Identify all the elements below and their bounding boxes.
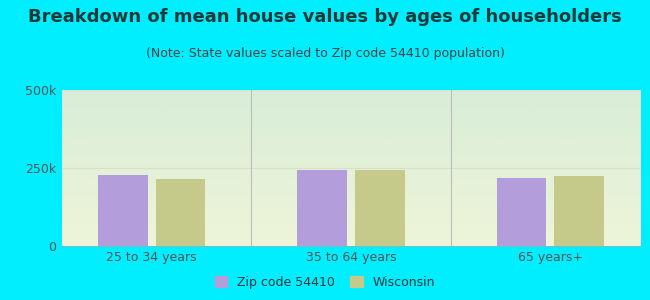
- Bar: [554, 176, 604, 246]
- Bar: [355, 170, 405, 246]
- Text: Breakdown of mean house values by ages of householders: Breakdown of mean house values by ages o…: [28, 8, 622, 26]
- Bar: [497, 178, 547, 246]
- Bar: [297, 169, 347, 246]
- Text: (Note: State values scaled to Zip code 54410 population): (Note: State values scaled to Zip code 5…: [146, 46, 504, 59]
- Legend: Zip code 54410, Wisconsin: Zip code 54410, Wisconsin: [210, 271, 440, 294]
- Bar: [98, 175, 148, 246]
- Bar: [155, 179, 205, 246]
